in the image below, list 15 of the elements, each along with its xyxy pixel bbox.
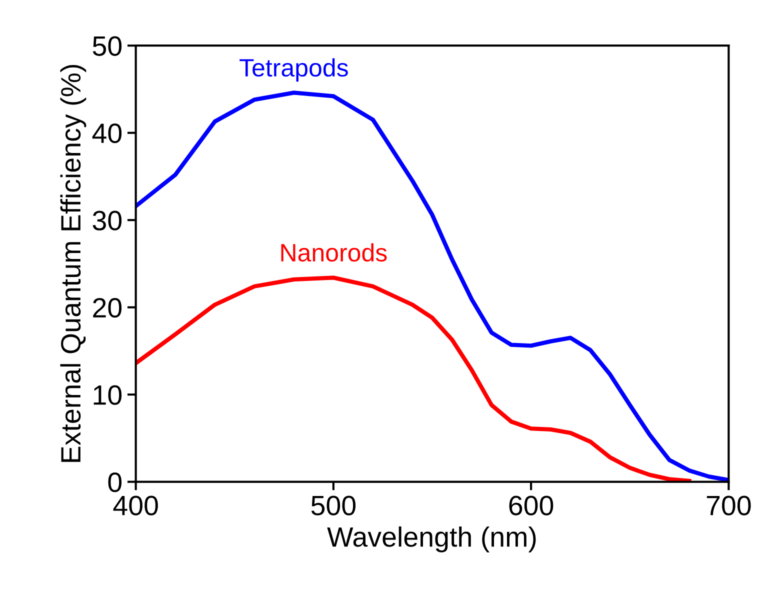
x-tick-label: 600 [509,496,554,516]
x-tick-label: 400 [113,496,158,516]
y-tick-label: 20 [93,298,122,318]
y-tick-label: 50 [92,36,122,56]
y-tick-label: 0 [108,472,122,492]
series-label: Tetrapods [240,58,348,82]
x-tick-label: 700 [706,496,751,516]
series-label: Nanorods [281,243,387,262]
y-tick-label: 30 [92,210,122,230]
y-tick-label: 10 [94,385,122,405]
y-axis-title: External Quantum Efficiency (%) [60,64,86,462]
x-axis-title: Wavelength (nm) [327,526,536,552]
x-tick-label: 500 [311,496,356,516]
y-tick-label: 40 [92,124,122,144]
line-series [136,276,692,482]
